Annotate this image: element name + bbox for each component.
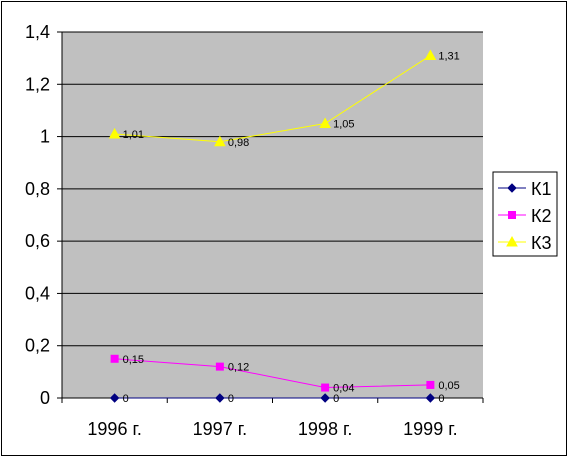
y-tick-label: 1,4 <box>25 22 50 42</box>
gridlines <box>62 31 483 347</box>
series-layer: 0 0 0 0 0,15 0,12 0,04 0,05 1,01 0,98 1,05 1,31 <box>108 49 460 405</box>
data-label: 1,31 <box>438 51 459 63</box>
data-label: 0,04 <box>333 383 354 395</box>
data-point <box>214 135 226 147</box>
data-label: 0 <box>228 393 234 405</box>
legend-marker <box>508 211 516 219</box>
data-point <box>425 393 436 403</box>
legend-label: К3 <box>531 233 552 253</box>
series-line <box>114 55 431 143</box>
legend-item: К3 <box>498 233 552 253</box>
data-point <box>215 362 224 371</box>
y-axis-ticks: 0 0,2 0,4 0,6 0,8 1 1,2 1,4 <box>25 22 62 408</box>
x-tick-label: 1999 г. <box>403 419 457 439</box>
data-label: 0,15 <box>123 354 144 366</box>
legend-item: К1 <box>498 179 552 199</box>
data-point <box>320 393 330 403</box>
data-point <box>108 127 121 139</box>
x-axis-ticks: 1996 г. 1997 г. 1998 г. 1999 г. <box>61 398 484 439</box>
data-label: 0,12 <box>228 362 249 374</box>
y-tick-label: 0,8 <box>25 179 50 199</box>
data-label: 0,98 <box>228 137 249 149</box>
legend: К1 К2 К3 <box>492 171 558 257</box>
legend-label: К1 <box>531 179 552 199</box>
legend-item: К2 <box>498 206 552 226</box>
series-2: 0,15 0,12 0,04 0,05 <box>110 354 460 395</box>
y-tick-label: 0,4 <box>25 283 50 303</box>
x-tick-label: 1998 г. <box>298 419 352 439</box>
series-1: 0 0 0 0 <box>109 393 445 405</box>
y-tick-label: 0,2 <box>25 336 50 356</box>
legend-label: К2 <box>531 206 552 226</box>
data-label: 1,01 <box>123 129 144 141</box>
data-point <box>319 117 331 128</box>
legend-marker <box>507 183 517 193</box>
data-label: 0 <box>123 393 129 405</box>
legend-marker <box>506 235 518 247</box>
x-tick-label: 1997 г. <box>193 419 247 439</box>
data-label: 0,05 <box>438 380 459 392</box>
data-label: 0 <box>438 393 444 405</box>
y-tick-label: 0,6 <box>25 231 50 251</box>
series-line <box>114 358 431 389</box>
y-tick-label: 1 <box>40 127 50 147</box>
data-point <box>321 383 330 392</box>
data-label: 1,05 <box>333 119 354 131</box>
data-point <box>215 393 225 403</box>
y-tick-label: 1,2 <box>25 74 50 94</box>
data-label: 0 <box>333 393 339 405</box>
data-point <box>109 393 120 403</box>
data-point <box>110 354 119 363</box>
data-point <box>426 380 435 389</box>
x-tick-label: 1996 г. <box>87 419 141 439</box>
y-tick-label: 0 <box>40 388 50 408</box>
series-3: 1,01 0,98 1,05 1,31 <box>108 49 460 149</box>
data-point <box>424 49 437 61</box>
plot-area <box>62 32 483 398</box>
